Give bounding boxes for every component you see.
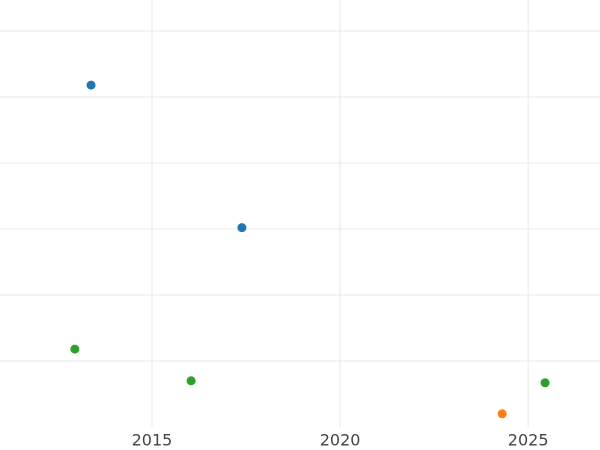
point bbox=[237, 223, 247, 233]
point bbox=[86, 80, 96, 90]
x-tick-label: 2015 bbox=[132, 431, 173, 450]
x-tick-label: 2025 bbox=[508, 431, 549, 450]
point bbox=[70, 344, 80, 354]
point bbox=[497, 409, 507, 419]
point bbox=[186, 376, 196, 386]
x-tick-label: 2020 bbox=[320, 431, 361, 450]
point bbox=[540, 378, 550, 388]
